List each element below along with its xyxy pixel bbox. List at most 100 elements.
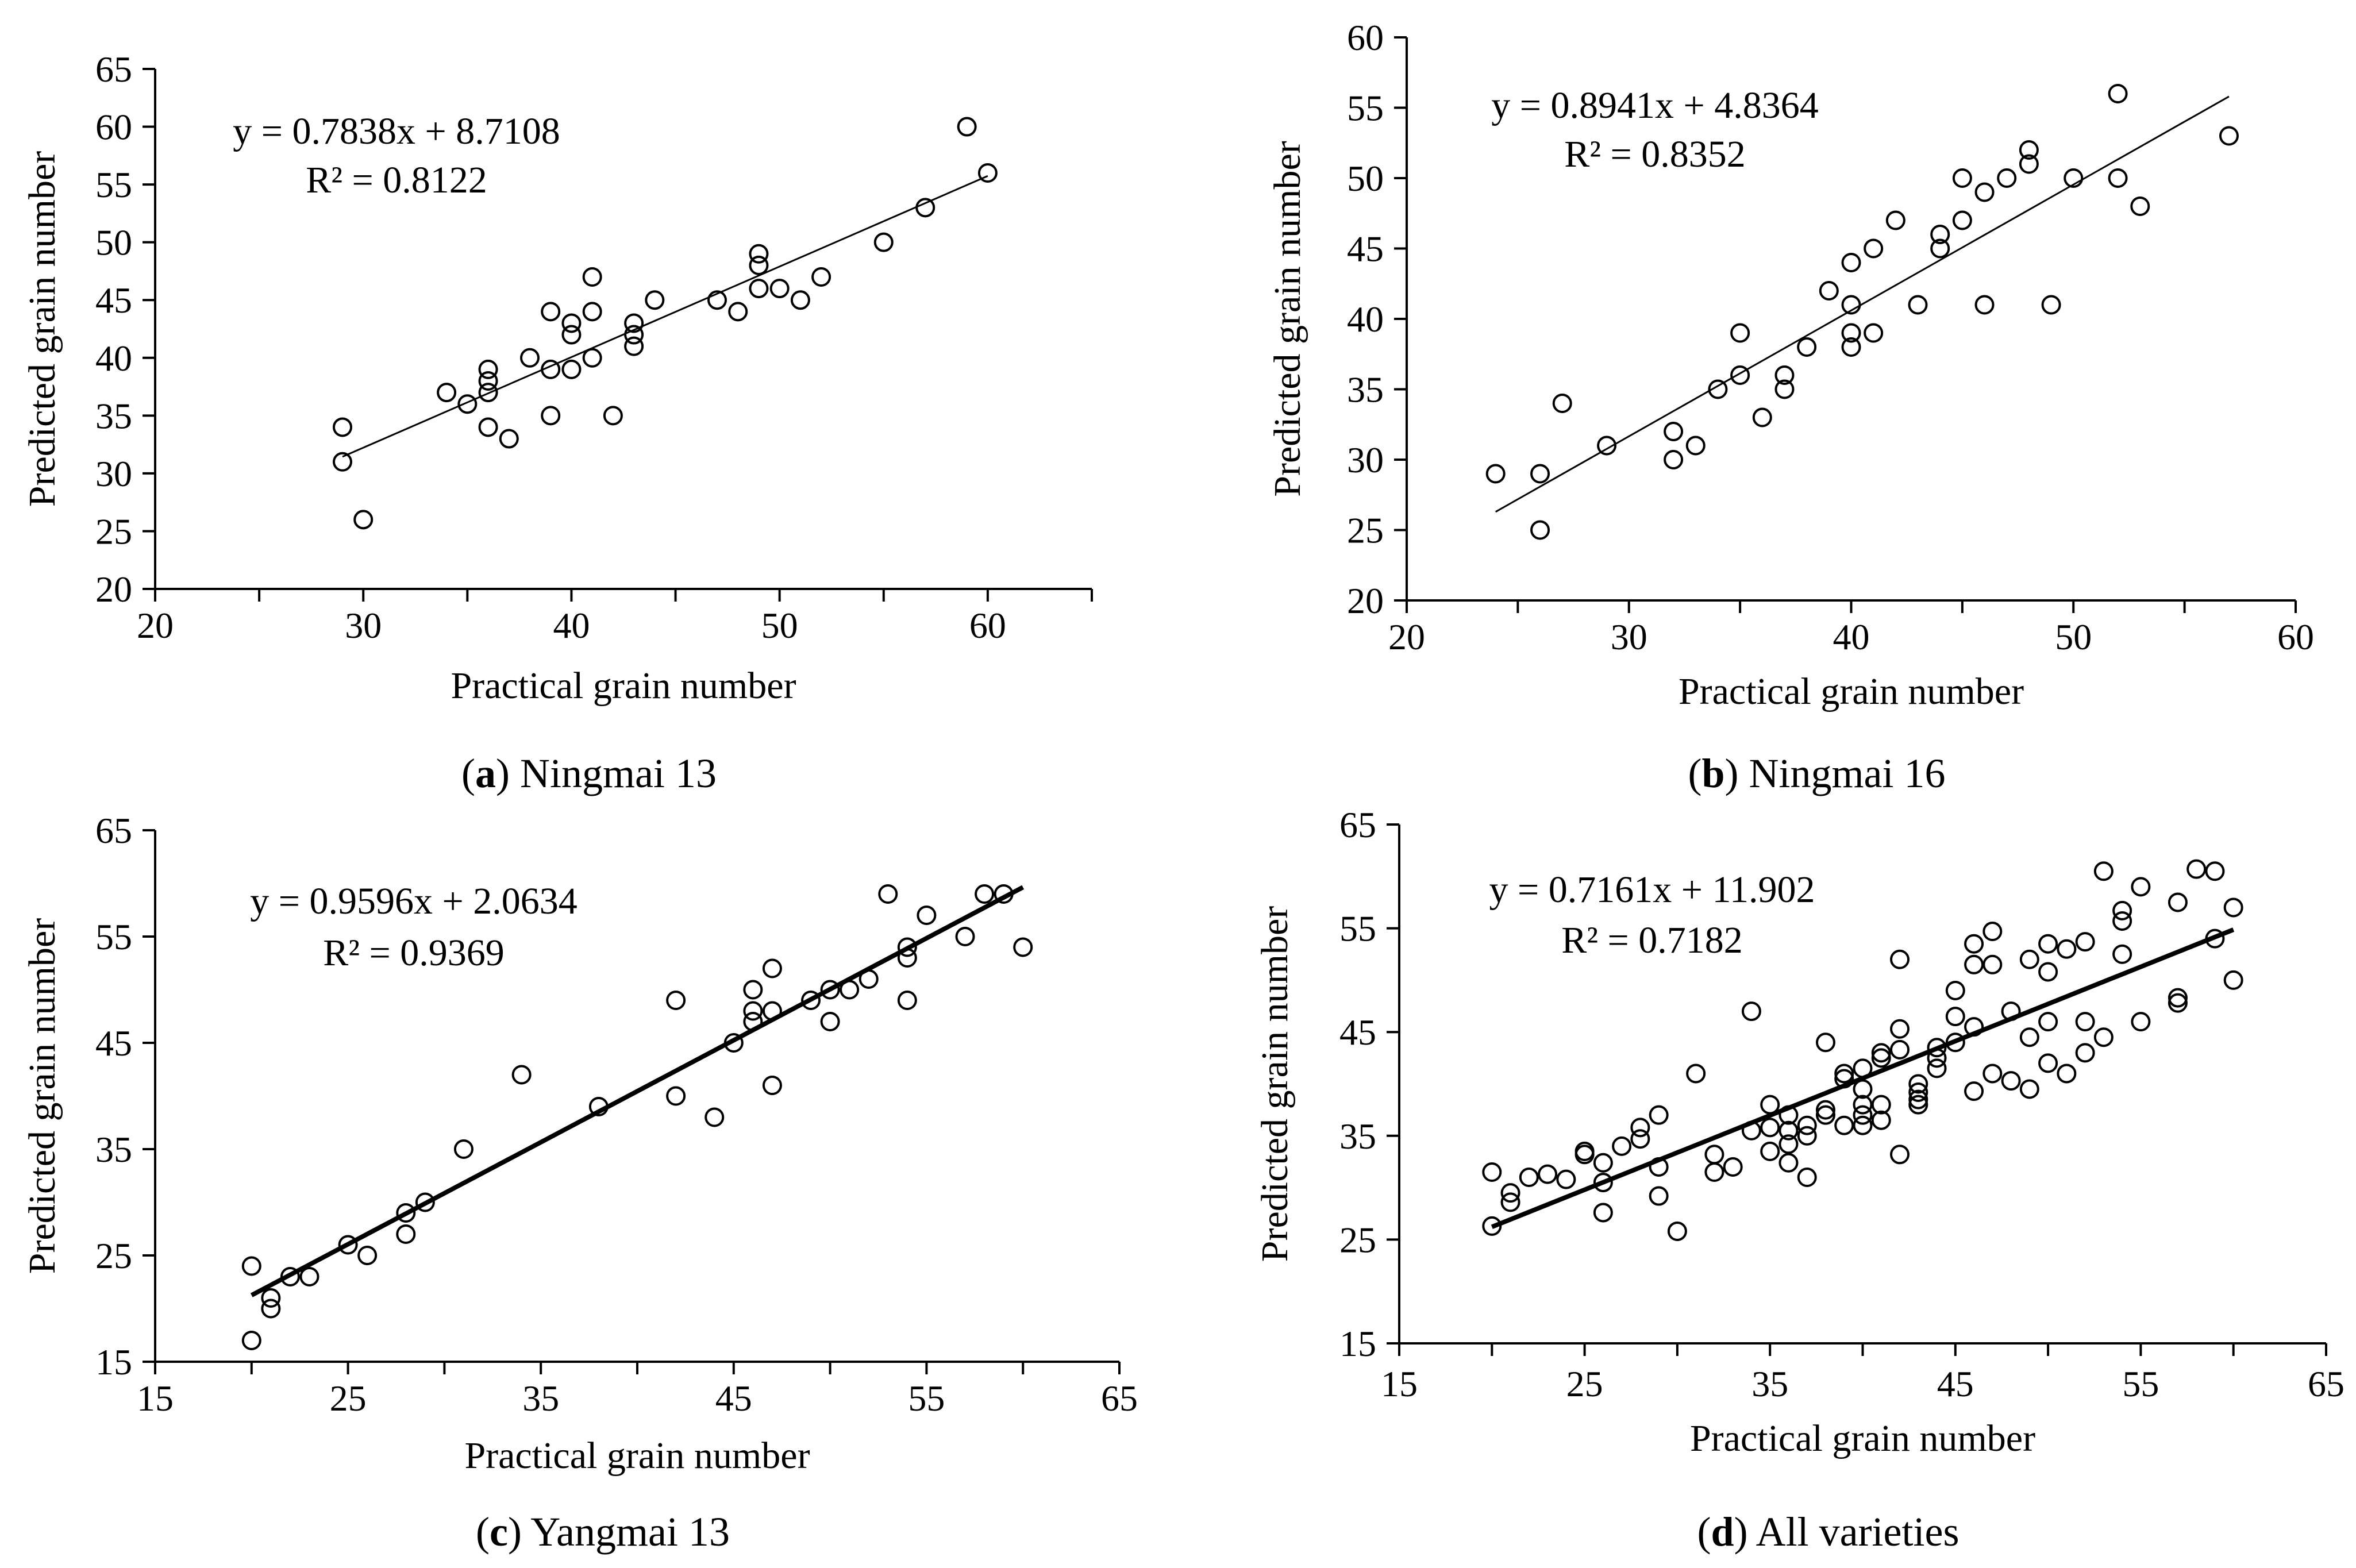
x-tick-label: 60 <box>969 605 1006 646</box>
x-tick-label: 20 <box>1388 617 1425 657</box>
regression-line <box>342 175 988 458</box>
data-point <box>261 1299 281 1319</box>
data-point <box>2112 911 2132 931</box>
data-point <box>2108 84 2128 103</box>
caption-close-paren: ) <box>1734 1509 1756 1555</box>
data-point <box>1778 1105 1799 1125</box>
data-point <box>820 1012 840 1031</box>
data-point <box>749 279 769 299</box>
data-point <box>1482 1162 1502 1182</box>
data-point <box>1964 934 1984 954</box>
data-point <box>749 255 769 275</box>
data-point <box>1797 1115 1817 1135</box>
data-point <box>582 348 602 368</box>
data-point <box>1871 1095 1891 1115</box>
data-point <box>790 290 810 310</box>
data-point <box>1797 1126 1817 1146</box>
y-tick-label: 60 <box>1347 17 1384 58</box>
y-tick-label: 65 <box>1339 804 1376 845</box>
y-tick-label: 60 <box>95 107 132 148</box>
regression-equation: y = 0.9596x + 2.0634 <box>250 880 577 922</box>
data-point <box>977 163 998 183</box>
data-point <box>1927 1048 1947 1068</box>
data-point <box>1760 1095 1780 1115</box>
data-point <box>1778 1120 1799 1141</box>
data-point <box>1945 980 1965 1000</box>
data-point <box>705 1107 725 1127</box>
data-point <box>588 1097 609 1116</box>
caption-letter: c <box>490 1509 508 1555</box>
data-point <box>624 313 644 333</box>
data-point <box>1871 1110 1891 1130</box>
x-tick-label: 25 <box>1566 1363 1603 1404</box>
y-tick-label: 20 <box>95 569 132 610</box>
regression-equation: y = 0.7838x + 8.7108 <box>233 110 560 152</box>
data-point <box>541 406 561 426</box>
data-point <box>1649 1157 1669 1177</box>
data-point <box>1730 365 1750 385</box>
r-squared: R² = 0.9369 <box>323 932 505 974</box>
data-point <box>859 969 879 989</box>
data-point <box>873 232 894 252</box>
data-point <box>520 348 540 368</box>
y-tick-label: 55 <box>95 164 132 205</box>
y-tick-label: 35 <box>1339 1116 1376 1157</box>
data-point <box>2112 944 2132 964</box>
data-point <box>353 510 374 530</box>
data-point <box>840 980 860 1000</box>
data-point <box>280 1267 300 1286</box>
data-point <box>1574 1145 1595 1165</box>
data-point <box>1927 1058 1947 1078</box>
data-point <box>1841 337 1861 357</box>
data-point <box>975 884 995 904</box>
x-tick-label: 35 <box>522 1378 559 1419</box>
y-tick-label: 35 <box>1347 369 1384 410</box>
regression-line <box>1491 927 2235 1230</box>
panel-caption: (c) Yangmai 13 <box>476 1509 730 1555</box>
y-axis-title: Predicted grain number <box>1266 141 1308 496</box>
data-point <box>897 991 917 1010</box>
data-point <box>1974 182 1995 202</box>
data-point <box>1890 1145 1910 1165</box>
data-point <box>878 884 898 904</box>
y-tick-label: 40 <box>1347 299 1384 340</box>
x-tick-label: 15 <box>137 1378 174 1419</box>
data-point <box>1982 922 2003 942</box>
data-point <box>478 383 498 403</box>
data-point <box>2186 859 2207 879</box>
x-tick-label: 40 <box>1833 617 1870 657</box>
data-point <box>1741 1001 1761 1022</box>
data-point <box>2205 861 2225 881</box>
data-point <box>1593 1173 1613 1193</box>
x-axis-title: Practical grain number <box>1679 671 2024 712</box>
data-point <box>707 290 727 310</box>
x-tick-label: 40 <box>553 605 590 646</box>
y-tick-label: 45 <box>1339 1012 1376 1053</box>
data-point <box>1834 1115 1854 1135</box>
data-point <box>1774 365 1795 385</box>
data-point <box>915 198 936 218</box>
panel-caption: (b) Ningmai 16 <box>1688 750 1946 796</box>
data-point <box>1964 1081 1984 1101</box>
data-point <box>396 1224 416 1244</box>
y-tick-label: 55 <box>1347 88 1384 129</box>
data-point <box>1952 168 1972 188</box>
data-point <box>743 1001 763 1021</box>
data-point <box>1871 1048 1891 1068</box>
data-point <box>2168 892 2188 912</box>
panel-caption: (a) Ningmai 13 <box>461 750 717 796</box>
data-point <box>762 958 782 978</box>
data-point <box>2019 949 2039 969</box>
panel-a: 20 30 40 50 60 20 25 30 35 40 45 50 55 60 65 Practical … <box>21 49 1093 796</box>
data-point <box>541 359 561 379</box>
data-point <box>478 417 498 437</box>
data-point <box>1841 253 1861 272</box>
caption-close-paren: ) <box>508 1509 530 1555</box>
data-point <box>769 279 790 299</box>
data-point <box>511 1065 532 1085</box>
y-tick-label: 15 <box>1339 1323 1376 1364</box>
data-point <box>1853 1105 1873 1125</box>
x-tick-label: 30 <box>1611 617 1647 657</box>
y-tick-label: 45 <box>1347 229 1384 269</box>
